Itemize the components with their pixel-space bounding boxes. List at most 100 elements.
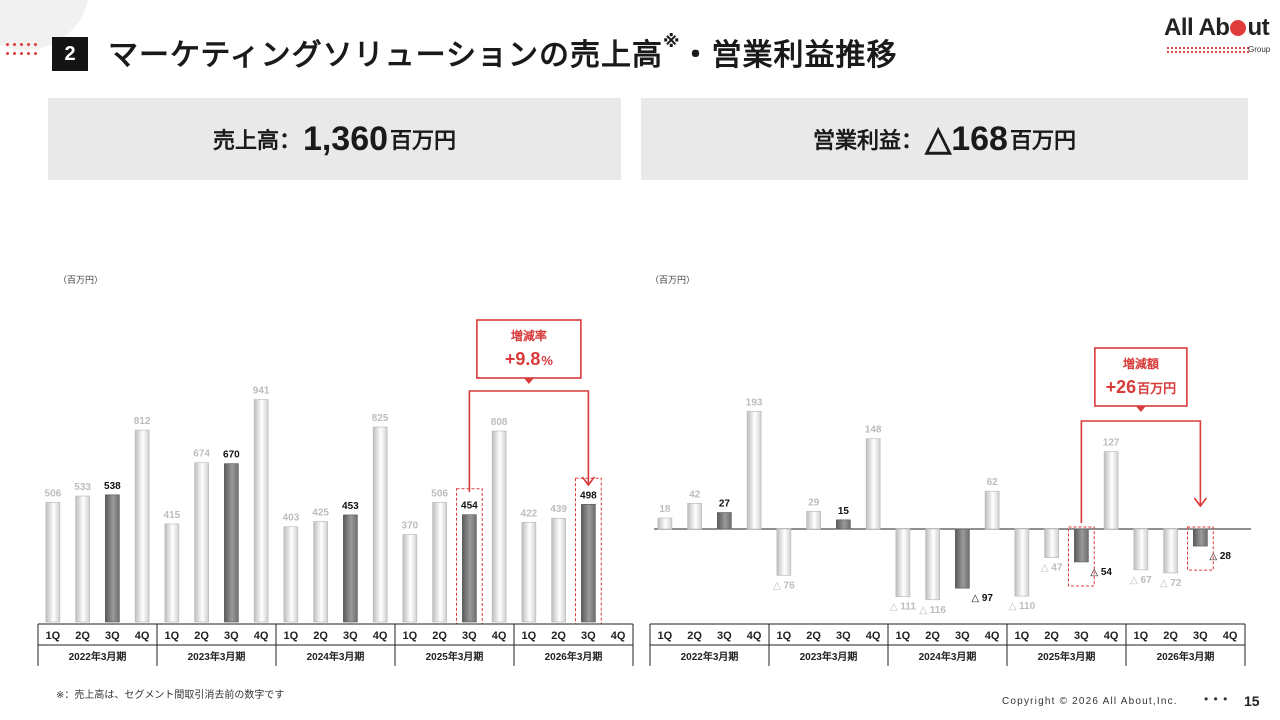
- bar-2: [105, 494, 120, 623]
- tick-label-16: 1Q: [1134, 630, 1149, 642]
- group-label-3: 2025年3月期: [426, 650, 484, 663]
- tick-label-0: 1Q: [658, 630, 673, 642]
- tick-label-2: 3Q: [105, 630, 120, 642]
- data-label-8: △ 111: [890, 602, 916, 613]
- callout-pointer-icon: [523, 378, 534, 384]
- data-label-18: 498: [580, 490, 597, 501]
- tick-label-17: 2Q: [551, 630, 566, 642]
- group-label-4: 2026年3月期: [545, 650, 603, 663]
- data-label-5: 674: [193, 449, 210, 460]
- tick-label-9: 2Q: [313, 630, 328, 642]
- highlight-box-14: [1068, 526, 1095, 587]
- group-label-1: 2023年3月期: [188, 650, 246, 663]
- bar-4: [164, 523, 180, 623]
- bar-14: [1074, 528, 1089, 563]
- bar-6: [836, 519, 851, 530]
- tick-label-0: 1Q: [46, 630, 61, 642]
- group-label-1: 2023年3月期: [800, 650, 858, 663]
- data-label-4: △ 76: [773, 580, 795, 591]
- bar-3: [134, 429, 150, 623]
- tick-label-3: 4Q: [747, 630, 762, 642]
- tick-label-3: 4Q: [135, 630, 150, 642]
- tick-label-5: 2Q: [194, 630, 209, 642]
- data-label-7: 148: [865, 425, 882, 436]
- tick-label-12: 1Q: [403, 630, 418, 642]
- tick-label-14: 3Q: [1074, 630, 1089, 642]
- highlight-box-18: [1187, 526, 1214, 571]
- comparison-bracket: [1080, 420, 1202, 523]
- data-label-15: 808: [491, 417, 508, 428]
- callout-box: [1094, 347, 1188, 407]
- callout-value-text: +9.8%: [505, 349, 554, 369]
- bar-12: [1014, 528, 1030, 597]
- bar-11: [984, 490, 1000, 530]
- tick-label-15: 4Q: [492, 630, 507, 642]
- arrow-head-icon: [1193, 497, 1208, 508]
- bar-15: [491, 430, 507, 623]
- bar-17: [1163, 528, 1178, 574]
- bar-18: [581, 503, 596, 623]
- profit-kpi-value: △168: [925, 120, 1008, 158]
- tick-label-19: 4Q: [1223, 630, 1238, 642]
- sales-kpi-unit: 百万円: [390, 129, 457, 154]
- data-label-18: △ 28: [1209, 551, 1231, 562]
- copyright: Copyright © 2026 All About,Inc.: [1002, 696, 1178, 707]
- bar-12: [402, 534, 418, 623]
- data-label-7: 941: [253, 386, 270, 397]
- sales-kpi-label: 売上高：: [212, 129, 301, 154]
- decorative-dots-icon: [6, 43, 40, 59]
- bar-5: [194, 462, 209, 623]
- tick-label-4: 1Q: [165, 630, 180, 642]
- data-label-6: 15: [838, 506, 850, 517]
- data-label-2: 27: [719, 499, 731, 510]
- data-label-0: 18: [659, 504, 671, 515]
- data-label-13: △ 47: [1041, 563, 1063, 574]
- arrow-head-icon: [581, 476, 596, 487]
- data-label-1: 42: [689, 489, 701, 500]
- tick-label-7: 4Q: [866, 630, 881, 642]
- callout-value: +9.8: [505, 349, 541, 369]
- page-title: マーケティングソリューションの売上高※・営業利益推移: [108, 30, 898, 74]
- title-note-mark: ※: [663, 32, 681, 52]
- bar-18: [1193, 528, 1208, 547]
- tick-label-5: 2Q: [806, 630, 821, 642]
- tick-label-14: 3Q: [462, 630, 477, 642]
- data-label-9: 425: [312, 508, 329, 519]
- tick-label-4: 1Q: [777, 630, 792, 642]
- page-title-suffix: ・営業利益推移: [680, 38, 898, 73]
- bar-16: [521, 521, 537, 623]
- tick-label-10: 3Q: [343, 630, 358, 642]
- data-label-16: 422: [521, 508, 538, 519]
- data-label-10: 453: [342, 501, 359, 512]
- tick-label-19: 4Q: [611, 630, 626, 642]
- bar-7: [865, 438, 881, 530]
- page-number: 15: [1244, 693, 1260, 709]
- bar-0: [657, 517, 673, 530]
- logo-text-end: ut: [1247, 14, 1270, 41]
- bar-10: [343, 514, 358, 623]
- data-label-8: 403: [283, 513, 300, 524]
- sales-chart: （百万円） 506 533 538 812 415 674 670 941 403 425 453 82…: [37, 275, 634, 666]
- tick-label-6: 3Q: [224, 630, 239, 642]
- bar-14: [462, 514, 477, 623]
- sales-kpi-value: 1,360: [302, 119, 389, 158]
- bar-13: [432, 502, 447, 623]
- profit-kpi-label: 営業利益：: [813, 129, 924, 154]
- callout-title: 増減額: [1123, 356, 1159, 371]
- section-number: 2: [52, 37, 88, 71]
- data-label-15: 127: [1103, 438, 1120, 449]
- logo-group-text: Group: [1248, 45, 1271, 54]
- data-label-12: 370: [402, 521, 419, 532]
- tick-label-6: 3Q: [836, 630, 851, 642]
- data-label-9: △ 116: [919, 605, 946, 616]
- tick-label-1: 2Q: [75, 630, 90, 642]
- bar-7: [253, 399, 269, 623]
- bar-0: [45, 502, 61, 623]
- tick-label-11: 4Q: [985, 630, 1000, 642]
- tick-label-12: 1Q: [1015, 630, 1030, 642]
- data-label-16: △ 67: [1130, 575, 1152, 586]
- bar-11: [372, 426, 388, 623]
- data-label-11: 62: [987, 477, 999, 488]
- data-label-0: 506: [45, 488, 62, 499]
- data-label-14: 454: [461, 501, 478, 512]
